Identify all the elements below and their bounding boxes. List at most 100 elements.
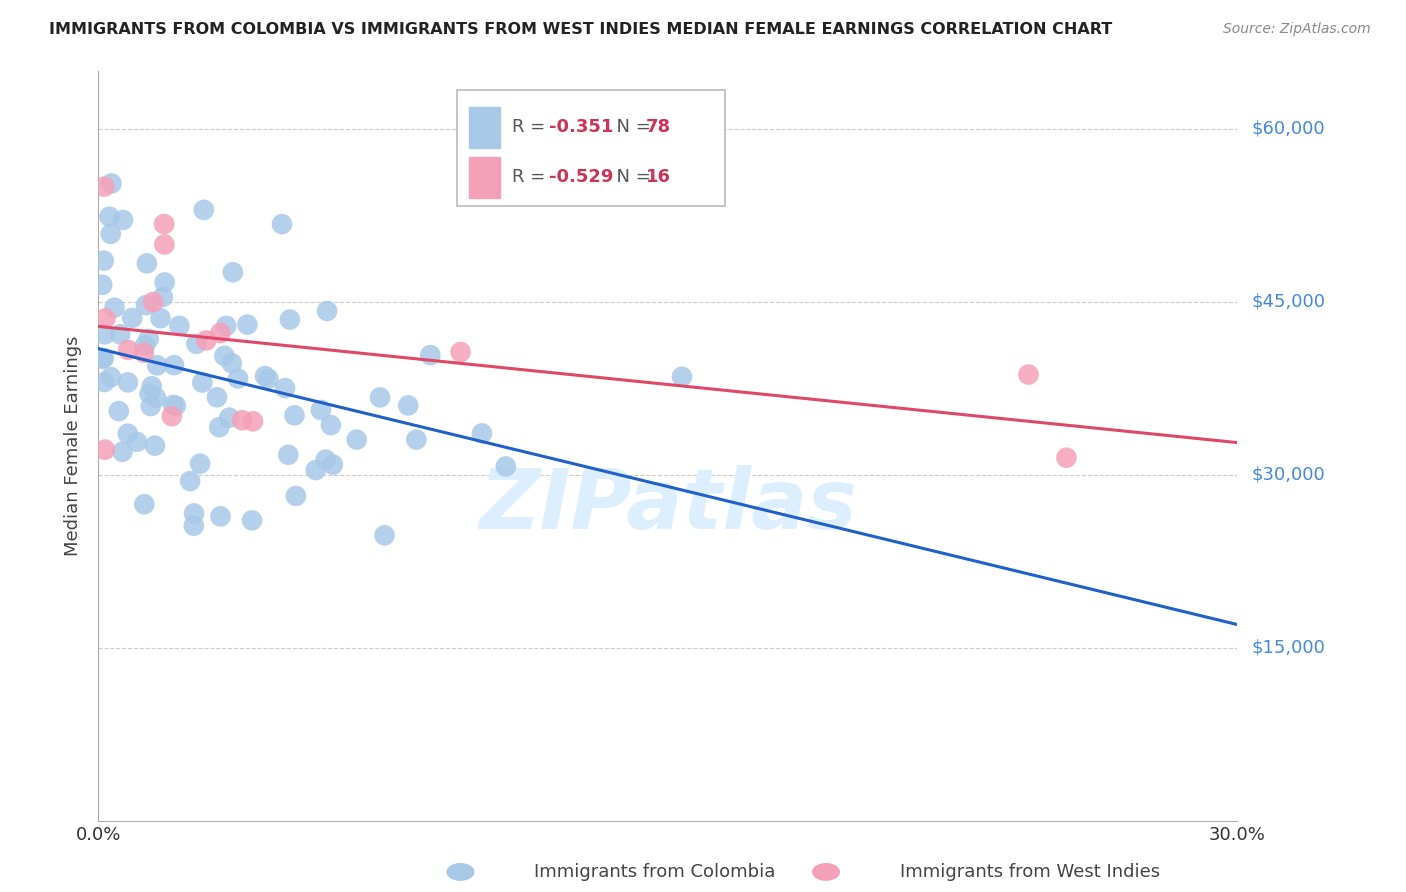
Point bbox=[121, 310, 143, 325]
Point bbox=[179, 474, 201, 488]
Point bbox=[103, 301, 125, 315]
Point bbox=[240, 513, 263, 527]
Point bbox=[277, 448, 299, 462]
Text: 78: 78 bbox=[647, 119, 671, 136]
Point bbox=[257, 372, 280, 386]
Point bbox=[93, 375, 115, 389]
Point bbox=[117, 376, 139, 390]
Point bbox=[112, 213, 135, 227]
Point bbox=[188, 457, 211, 471]
Point bbox=[117, 426, 139, 441]
Point bbox=[309, 403, 332, 417]
Point bbox=[209, 326, 232, 340]
Text: N =: N = bbox=[605, 169, 657, 186]
Point bbox=[209, 509, 232, 524]
Point bbox=[186, 336, 208, 351]
Point bbox=[193, 202, 215, 217]
Point bbox=[215, 318, 238, 333]
Point bbox=[319, 418, 342, 433]
Text: $30,000: $30,000 bbox=[1251, 466, 1324, 483]
Point bbox=[98, 210, 121, 224]
Point bbox=[111, 444, 134, 458]
Point bbox=[374, 528, 396, 542]
Text: -0.351: -0.351 bbox=[550, 119, 614, 136]
Point bbox=[183, 507, 205, 521]
Point bbox=[153, 237, 176, 252]
Point bbox=[236, 318, 259, 332]
Point bbox=[132, 345, 155, 359]
Point bbox=[138, 332, 160, 346]
Point bbox=[94, 442, 117, 457]
Point bbox=[495, 459, 517, 474]
Point bbox=[208, 420, 231, 434]
Point bbox=[163, 358, 186, 372]
Point bbox=[152, 290, 174, 304]
Point bbox=[419, 348, 441, 362]
Point bbox=[226, 371, 249, 385]
Point bbox=[305, 463, 328, 477]
Point bbox=[671, 369, 693, 384]
Point bbox=[138, 386, 160, 401]
Point bbox=[274, 381, 297, 395]
Circle shape bbox=[447, 863, 475, 881]
Point bbox=[142, 295, 165, 310]
Point bbox=[283, 409, 305, 423]
Point bbox=[146, 359, 169, 373]
Point bbox=[160, 409, 183, 424]
Point bbox=[93, 351, 115, 365]
Point bbox=[134, 338, 156, 352]
Point bbox=[135, 298, 157, 312]
Point bbox=[368, 391, 391, 405]
Point bbox=[100, 227, 122, 241]
Point bbox=[315, 452, 337, 467]
Point bbox=[125, 434, 148, 449]
Point bbox=[214, 349, 236, 363]
Point bbox=[107, 404, 129, 418]
Text: IMMIGRANTS FROM COLOMBIA VS IMMIGRANTS FROM WEST INDIES MEDIAN FEMALE EARNINGS C: IMMIGRANTS FROM COLOMBIA VS IMMIGRANTS F… bbox=[49, 22, 1112, 37]
Point bbox=[253, 369, 276, 384]
Text: ZIPatlas: ZIPatlas bbox=[479, 466, 856, 547]
Text: $60,000: $60,000 bbox=[1251, 120, 1324, 138]
Point bbox=[222, 265, 245, 279]
Point bbox=[450, 345, 472, 359]
Text: 16: 16 bbox=[647, 169, 671, 186]
Point bbox=[117, 343, 139, 357]
Point bbox=[143, 439, 166, 453]
Point bbox=[1056, 450, 1078, 465]
Point bbox=[316, 304, 339, 318]
Point bbox=[471, 426, 494, 441]
Point bbox=[346, 433, 368, 447]
Point bbox=[91, 277, 114, 292]
Point bbox=[278, 312, 301, 326]
Point bbox=[284, 489, 307, 503]
Point bbox=[153, 276, 176, 290]
Point bbox=[93, 179, 115, 194]
Point bbox=[195, 334, 218, 348]
Point bbox=[153, 217, 176, 231]
Text: -0.529: -0.529 bbox=[550, 169, 614, 186]
Point bbox=[242, 414, 264, 428]
Point bbox=[231, 413, 253, 427]
Point bbox=[108, 327, 131, 342]
Text: Immigrants from West Indies: Immigrants from West Indies bbox=[900, 863, 1160, 881]
Point bbox=[100, 177, 122, 191]
Point bbox=[100, 370, 122, 384]
Y-axis label: Median Female Earnings: Median Female Earnings bbox=[65, 335, 83, 557]
Text: $15,000: $15,000 bbox=[1251, 639, 1324, 657]
Point bbox=[135, 256, 157, 270]
Circle shape bbox=[813, 863, 841, 881]
Point bbox=[322, 458, 344, 472]
Text: Immigrants from Colombia: Immigrants from Colombia bbox=[534, 863, 776, 881]
Point bbox=[145, 391, 167, 405]
Point bbox=[93, 253, 115, 268]
Text: R =: R = bbox=[512, 119, 551, 136]
Text: R =: R = bbox=[512, 169, 551, 186]
Point bbox=[271, 217, 294, 231]
FancyBboxPatch shape bbox=[468, 107, 501, 148]
Point bbox=[139, 399, 162, 413]
FancyBboxPatch shape bbox=[457, 90, 725, 206]
Text: N =: N = bbox=[605, 119, 657, 136]
Point bbox=[396, 399, 419, 413]
Point bbox=[94, 311, 117, 326]
Point bbox=[162, 398, 184, 412]
